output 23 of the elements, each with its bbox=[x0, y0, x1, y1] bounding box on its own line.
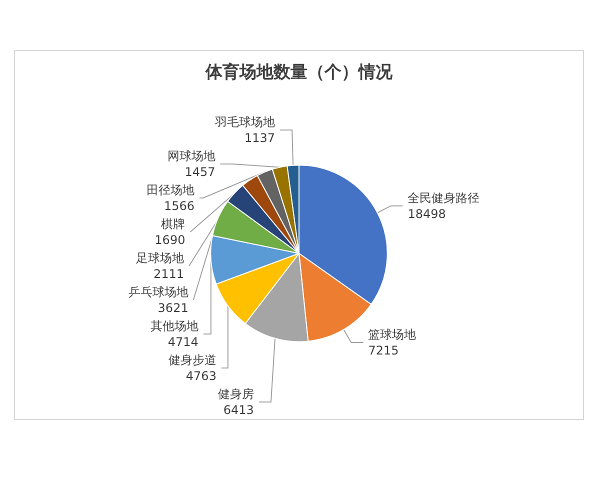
data-label: 4714 bbox=[168, 335, 198, 349]
slice-label: 棋牌 bbox=[161, 217, 186, 231]
data-label: 3621 bbox=[158, 301, 188, 315]
slice-label: 篮球场地 bbox=[368, 328, 416, 342]
slice-label: 羽毛球场地 bbox=[214, 115, 276, 129]
slice-label: 网球场地 bbox=[167, 149, 216, 163]
slice-label: 健身房 bbox=[218, 387, 254, 401]
data-label: 6413 bbox=[223, 403, 254, 417]
data-label: 4763 bbox=[186, 369, 216, 383]
slice-label: 田径场地 bbox=[146, 183, 195, 197]
data-label: 2111 bbox=[153, 267, 184, 281]
data-label: 1566 bbox=[164, 199, 195, 213]
data-label: 1457 bbox=[184, 165, 216, 179]
slice-label: 健身步道 bbox=[168, 353, 216, 367]
slice-label: 其他场地 bbox=[150, 319, 198, 333]
data-label: 18498 bbox=[408, 206, 446, 221]
chart-title: 体育场地数量（个）情况 bbox=[204, 62, 394, 82]
slice-label: 全民健身路径 bbox=[408, 190, 480, 205]
data-label: 1690 bbox=[154, 233, 186, 247]
data-label: 1137 bbox=[244, 131, 276, 145]
data-label: 7215 bbox=[368, 344, 399, 358]
slice-label: 乒乓球场地 bbox=[128, 285, 188, 299]
slice-label: 足球场地 bbox=[136, 251, 184, 265]
